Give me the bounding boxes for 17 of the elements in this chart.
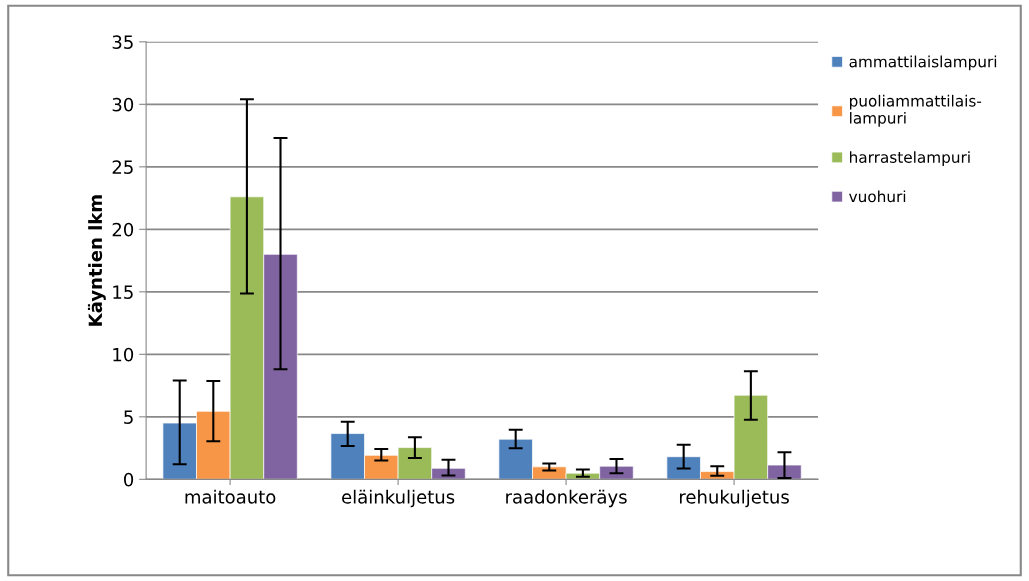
legend-label: puoliammattilais- lampuri — [850, 94, 982, 127]
y-tick-label: 25 — [112, 160, 133, 174]
y-tick-label: 15 — [113, 285, 133, 299]
y-tick-label: 35 — [112, 35, 133, 49]
x-tick-label: eläinkuljetus — [342, 489, 455, 508]
y-tick-label: 5 — [124, 410, 133, 424]
x-tick-label: raadonkeräys — [506, 489, 627, 508]
y-tick-label: 0 — [124, 472, 134, 487]
x-tick-label: maitoauto — [185, 489, 276, 504]
y-axis-title: Käyntien lkm — [87, 195, 106, 326]
legend-label: ammattilaislampuri — [849, 55, 997, 71]
legend-label: harrastelampuri — [850, 151, 970, 166]
y-tick-label: 10 — [113, 347, 134, 362]
y-tick-label: 20 — [112, 222, 134, 237]
y-tick-label: 30 — [112, 97, 134, 112]
x-tick-label: rehukuljetus — [679, 489, 789, 508]
legend-label: vuohuri — [849, 190, 906, 203]
